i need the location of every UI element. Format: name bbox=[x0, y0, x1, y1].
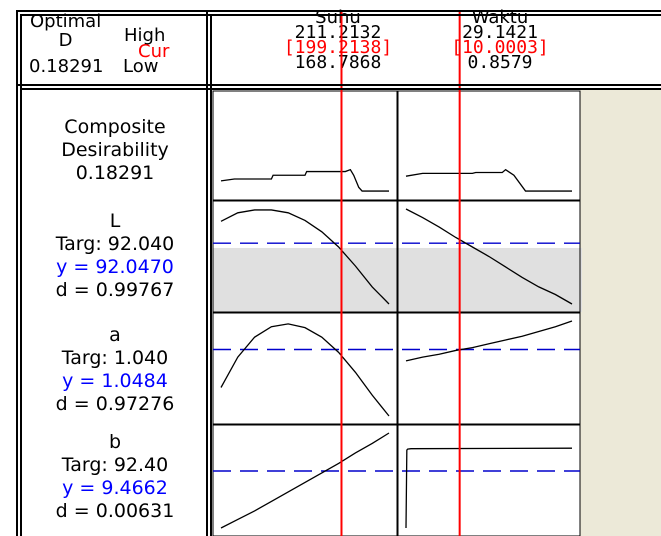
response-name: Composite bbox=[64, 116, 166, 138]
factor-high: 29.1421 bbox=[462, 22, 538, 43]
factor-low: 0.8579 bbox=[467, 52, 533, 73]
factor-header-suhu: Suhu 211.2132 [199.2138] 168.7868 bbox=[248, 7, 428, 73]
response-target: Targ: 92.040 bbox=[55, 233, 175, 255]
factor-current: [10.0003] bbox=[451, 37, 549, 58]
response-predicted: y = 1.0484 bbox=[62, 370, 168, 392]
frame-divider-outer bbox=[206, 10, 208, 536]
response-b: b Targ: 92.40 y = 9.4662 d = 0.00631 bbox=[20, 431, 210, 523]
response-target: Targ: 1.040 bbox=[61, 347, 169, 369]
optimal-label: Optimal bbox=[30, 11, 102, 32]
panel-background bbox=[580, 90, 661, 536]
response-name: L bbox=[109, 210, 121, 232]
series-line bbox=[220, 168, 389, 192]
response-subtitle: Desirability bbox=[61, 139, 169, 161]
factor-name: Waktu bbox=[471, 7, 529, 28]
series-line bbox=[220, 432, 390, 529]
factor-name: Suhu bbox=[315, 7, 361, 28]
optimal-d-label: D bbox=[58, 30, 73, 51]
factor-current: [199.2138] bbox=[283, 37, 393, 58]
response-composite: Composite Desirability 0.18291 bbox=[20, 116, 210, 185]
response-desirability: d = 0.99767 bbox=[55, 279, 175, 301]
response-predicted: y = 9.4662 bbox=[62, 477, 168, 499]
plot-cell bbox=[212, 312, 398, 425]
optimal-title: Optimal D bbox=[30, 12, 101, 50]
plot-cell bbox=[212, 200, 398, 313]
series-line bbox=[405, 168, 572, 192]
series-line bbox=[405, 447, 573, 529]
optimal-d-value: 0.18291 bbox=[29, 56, 104, 77]
response-a: a Targ: 1.040 y = 1.0484 d = 0.97276 bbox=[20, 324, 210, 416]
series-line bbox=[405, 208, 573, 305]
frame-left-inner bbox=[20, 14, 22, 536]
plot-cell bbox=[397, 424, 581, 536]
response-value: 0.18291 bbox=[75, 162, 155, 184]
series-line bbox=[405, 320, 573, 362]
cur-label: Cur bbox=[138, 41, 170, 62]
series-line bbox=[220, 209, 390, 305]
frame-top-inner bbox=[20, 14, 661, 16]
series-line bbox=[220, 323, 390, 417]
low-label: Low bbox=[123, 56, 159, 77]
response-predicted: y = 92.0470 bbox=[56, 256, 174, 278]
response-target: Targ: 92.40 bbox=[61, 454, 169, 476]
plot-cell bbox=[212, 424, 398, 536]
response-name: b bbox=[108, 431, 122, 453]
frame-top-outer bbox=[16, 10, 661, 12]
factor-low: 168.7868 bbox=[294, 52, 382, 73]
plot-cell bbox=[397, 312, 581, 425]
response-desirability: d = 0.00631 bbox=[55, 500, 175, 522]
factor-high: 211.2132 bbox=[294, 22, 382, 43]
plot-cell bbox=[212, 90, 398, 201]
response-desirability: d = 0.97276 bbox=[55, 393, 175, 415]
factor-header-waktu: Waktu 29.1421 [10.0003] 0.8579 bbox=[410, 7, 590, 73]
plot-cell bbox=[397, 200, 581, 313]
response-name: a bbox=[109, 324, 121, 346]
frame-divider-inner bbox=[210, 14, 212, 536]
high-label: High bbox=[124, 25, 166, 46]
frame-header-bottom-outer bbox=[16, 84, 661, 86]
frame-header-bottom-inner bbox=[20, 88, 661, 90]
response-l: L Targ: 92.040 y = 92.0470 d = 0.99767 bbox=[20, 210, 210, 302]
plot-cell bbox=[397, 90, 581, 201]
frame-left-outer bbox=[16, 10, 18, 536]
